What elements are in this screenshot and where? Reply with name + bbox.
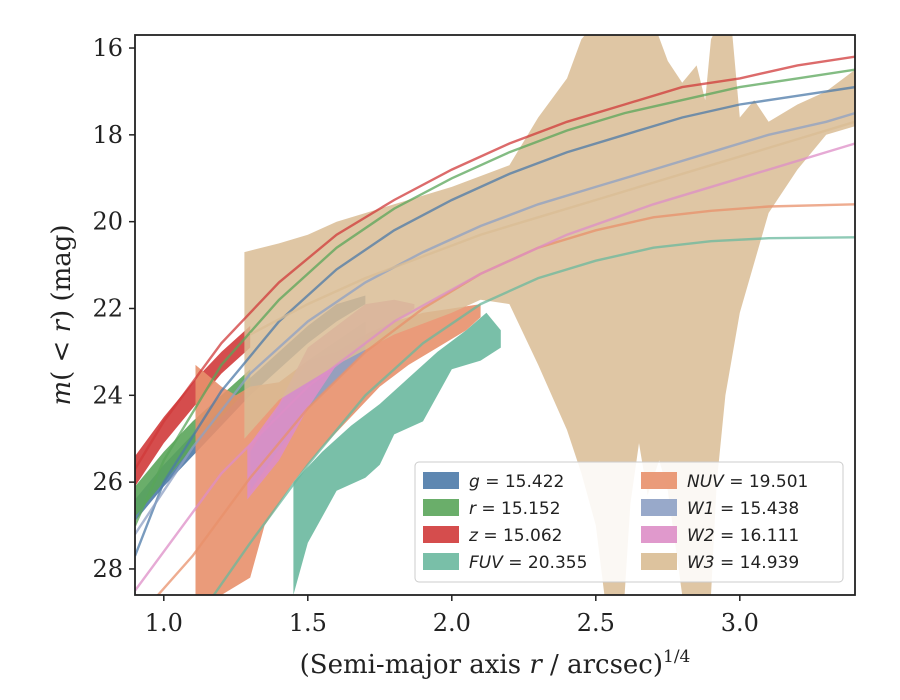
legend-label-fuv: FUV = 20.355 [469,553,587,573]
legend-label-r: r = 15.152 [469,499,561,519]
legend-item-w2: W2 = 16.111 [641,526,799,546]
y-tick-label: 28 [92,555,123,583]
x-tick-label: 2.0 [433,609,471,637]
band-r-model-curve [135,68,855,526]
legend-label-nuv: NUV = 19.501 [687,472,808,492]
band-w3-uncertainty [244,35,855,595]
legend-frame [414,461,844,583]
legend-label-w3: W3 = 14.939 [687,553,799,573]
legend-item-nuv: NUV = 19.501 [641,472,808,492]
legend-label-g: g = 15.422 [469,472,564,492]
band-g-model-curve [135,85,855,557]
band-w3-model-curve [249,120,855,336]
x-axis-label: (Semi-major axis r / arcsec)1/4 [300,647,691,680]
legend-label-z: z = 15.062 [468,526,562,546]
y-tick-label: 26 [92,468,123,496]
legend-swatch-g [423,472,459,489]
legend: g = 15.422 r = 15.152 z = 15.062 FUV = 20.3… [414,461,844,583]
x-tick-label: 3.0 [721,609,759,637]
y-tick-label: 24 [92,381,123,409]
legend-swatch-w1 [641,499,677,516]
legend-label-w1: W1 = 15.438 [687,499,799,519]
model-curves [135,55,855,595]
y-axis-ticks: 16 18 20 22 24 26 28 [92,34,135,583]
legend-swatch-w2 [641,526,677,543]
legend-swatch-fuv [423,553,459,570]
legend-swatch-z [423,526,459,543]
legend-swatch-w3 [641,553,677,570]
y-tick-label: 20 [92,208,123,236]
band-w2-model-curve [135,142,855,592]
x-tick-label: 2.5 [577,609,615,637]
y-tick-label: 18 [92,121,123,149]
y-tick-label: 22 [92,294,123,322]
band-fuv-uncertainty [293,312,501,595]
x-axis-ticks: 1.0 1.5 2.0 2.5 3.0 [145,595,759,637]
y-tick-label: 16 [92,34,123,62]
legend-swatch-r [423,499,459,516]
legend-label-w2: W2 = 16.111 [687,526,799,546]
band-z-model-curve [135,55,855,470]
band-w1-model-curve [135,111,855,535]
legend-item-g: g = 15.422 [423,472,564,492]
x-tick-label: 1.0 [145,609,183,637]
x-tick-label: 1.5 [289,609,327,637]
legend-item-w3: W3 = 14.939 [641,553,799,573]
band-fuv-model-curve [212,236,855,595]
legend-item-z: z = 15.062 [423,526,562,546]
plot-frame [134,34,856,596]
legend-item-fuv: FUV = 20.355 [423,553,587,573]
legend-item-r: r = 15.152 [423,499,561,519]
legend-swatch-nuv [641,472,677,489]
y-axis-label: m( < r) (mag) [47,224,77,405]
legend-item-w1: W1 = 15.438 [641,499,799,519]
